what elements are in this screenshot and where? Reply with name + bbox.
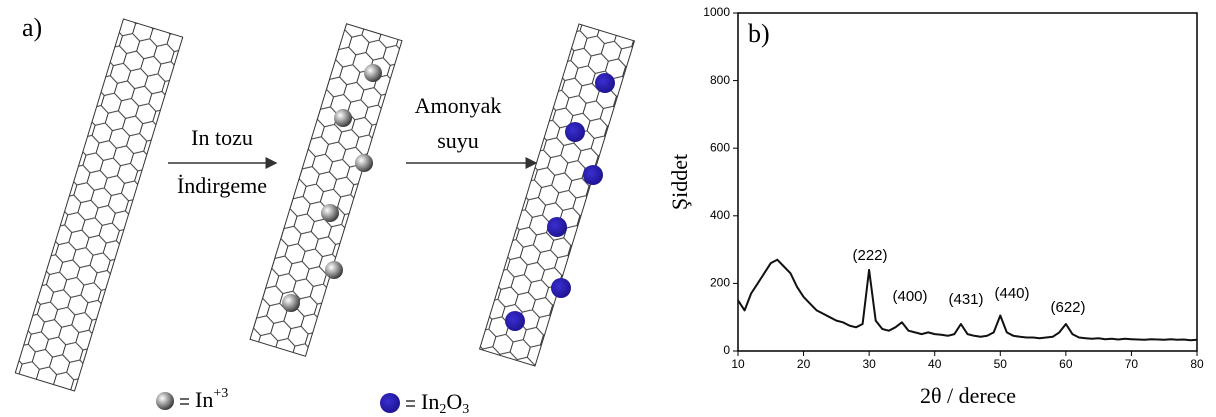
panel-label: a) [22,13,42,42]
legend-symbol [380,393,400,413]
step-label: suyu [437,128,479,153]
y-tick-label: 400 [710,208,730,222]
graphene-sheet [14,18,184,392]
y-tick-label: 0 [723,343,730,357]
step-label: İndirgeme [177,173,267,198]
legend-equals [406,400,415,407]
scheme: a) In tozu İndirgeme Amonyak suyu In+3 I… [14,13,636,417]
graphene-sheet [478,23,636,367]
y-axis-label: Şiddet [667,154,692,210]
graphene-sheet [249,23,403,357]
x-tick-label: 20 [797,357,811,371]
legend-equals [180,398,189,405]
legend-label: In2O3 [421,389,469,417]
x-tick-label: 60 [1059,357,1073,371]
peak-label: (431) [948,291,983,308]
x-tick-label: 50 [994,357,1008,371]
y-tick-label: 800 [710,73,730,87]
x-tick-label: 30 [862,357,876,371]
x-tick-label: 10 [731,357,745,371]
step-label: In tozu [191,125,253,150]
in-ions [282,64,382,312]
panel-label: b) [748,19,770,48]
step-label: Amonyak [415,93,502,118]
x-tick-label: 80 [1190,357,1204,371]
y-tick-label: 1000 [703,5,730,19]
legend-symbol [156,392,174,410]
x-tick-label: 40 [928,357,942,371]
peak-label: (622) [1050,299,1085,316]
peak-label: (440) [994,285,1029,302]
in2o3-particles [505,73,615,331]
xrd-pattern [737,258,1198,342]
legend-label: In+3 [195,386,228,412]
y-tick-label: 200 [710,276,730,290]
peak-label: (222) [852,247,887,264]
y-tick-label: 600 [710,140,730,154]
plot-frame [737,12,1198,352]
x-axis-label: 2θ / derece [920,383,1016,408]
x-tick-label: 70 [1125,357,1139,371]
peak-label: (400) [892,288,927,305]
